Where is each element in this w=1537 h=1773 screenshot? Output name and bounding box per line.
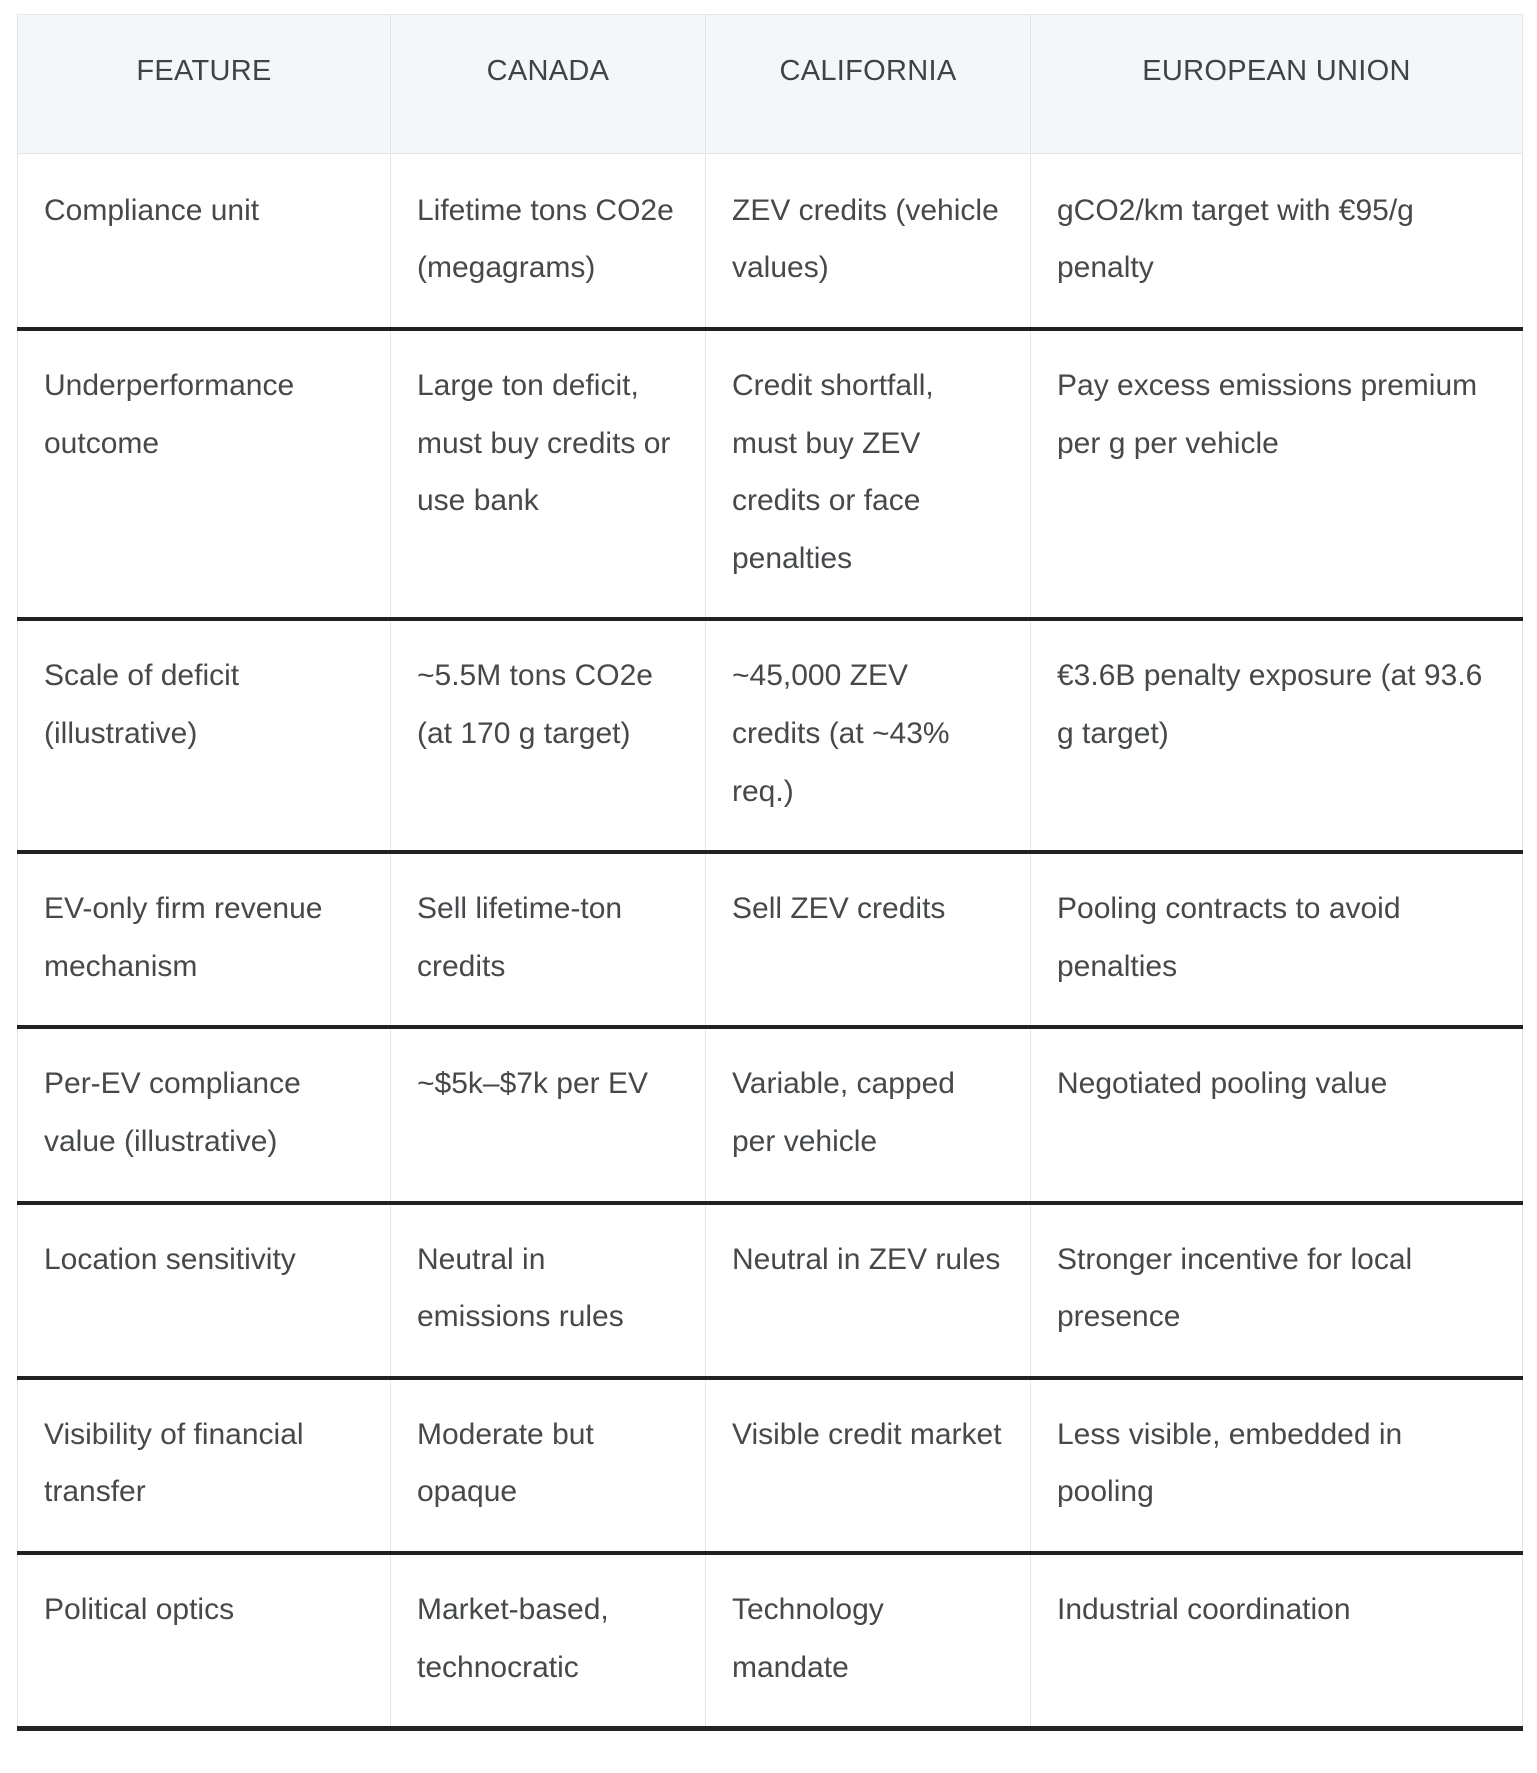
table-cell-california: ~45,000 ZEV credits (at ~43% req.) (705, 617, 1031, 853)
row-header-cell: Scale of deficit (illustrative) (17, 617, 391, 853)
table-cell-california: Credit shortfall, must buy ZEV credits o… (705, 327, 1031, 620)
table-cell-canada: ~5.5M tons CO2e (at 170 g target) (390, 617, 706, 853)
table-cell-california: Sell ZEV credits (705, 850, 1031, 1028)
table-cell-eu: Industrial coordination (1030, 1550, 1523, 1729)
table-cell-california: Visible credit market (705, 1375, 1031, 1553)
table-cell-eu: €3.6B penalty exposure (at 93.6 g target… (1030, 617, 1523, 853)
table-cell-california: Technology mandate (705, 1550, 1031, 1729)
row-header-cell: Visibility of financial transfer (17, 1375, 391, 1553)
table-header: FEATURE CANADA CALIFORNIA EUROPEAN UNION (17, 14, 1523, 154)
table-cell-california: ZEV credits (vehicle values) (705, 153, 1031, 330)
column-header-european-union: EUROPEAN UNION (1030, 14, 1523, 154)
row-header-cell: Per-EV compliance value (illustrative) (17, 1025, 391, 1203)
table-row: Location sensitivity Neutral in emissions… (17, 1200, 1523, 1378)
row-header-cell: EV-only firm revenue mechanism (17, 850, 391, 1028)
comparison-table-container: FEATURE CANADA CALIFORNIA EUROPEAN UNION… (17, 14, 1523, 1732)
column-header-california: CALIFORNIA (705, 14, 1031, 154)
table-cell-california: Neutral in ZEV rules (705, 1200, 1031, 1378)
row-header-cell: Compliance unit (17, 153, 391, 330)
table-body: Compliance unit Lifetime tons CO2e (megag… (17, 153, 1523, 1729)
table-cell-canada: Lifetime tons CO2e (megagrams) (390, 153, 706, 330)
table-row: Scale of deficit (illustrative) ~5.5M ton… (17, 617, 1523, 853)
table-cell-eu: Negotiated pooling value (1030, 1025, 1523, 1203)
row-header-cell: Underperformance outcome (17, 327, 391, 620)
table-cell-eu: Less visible, embedded in pooling (1030, 1375, 1523, 1553)
header-row: FEATURE CANADA CALIFORNIA EUROPEAN UNION (17, 14, 1523, 154)
table-cell-eu: Pay excess emissions premium per g per v… (1030, 327, 1523, 620)
column-header-feature: FEATURE (17, 14, 391, 154)
table-row: EV-only firm revenue mechanism Sell lifet… (17, 850, 1523, 1028)
column-header-canada: CANADA (390, 14, 706, 154)
table-cell-canada: Large ton deficit, must buy credits or u… (390, 327, 706, 620)
table-row: Per-EV compliance value (illustrative) ~$… (17, 1025, 1523, 1203)
regulatory-comparison-table: FEATURE CANADA CALIFORNIA EUROPEAN UNION… (17, 14, 1523, 1732)
row-header-cell: Political optics (17, 1550, 391, 1729)
table-cell-eu: gCO2/km target with €95/g penalty (1030, 153, 1523, 330)
table-cell-canada: Neutral in emissions rules (390, 1200, 706, 1378)
table-cell-california: Variable, capped per vehicle (705, 1025, 1031, 1203)
table-cell-canada: Market-based, technocratic (390, 1550, 706, 1729)
table-cell-eu: Stronger incentive for local presence (1030, 1200, 1523, 1378)
row-header-cell: Location sensitivity (17, 1200, 391, 1378)
table-cell-canada: Moderate but opaque (390, 1375, 706, 1553)
table-cell-canada: Sell lifetime-ton credits (390, 850, 706, 1028)
table-row: Political optics Market-based, technocrat… (17, 1550, 1523, 1729)
table-row: Underperformance outcome Large ton defici… (17, 327, 1523, 620)
table-cell-canada: ~$5k–$7k per EV (390, 1025, 706, 1203)
table-cell-eu: Pooling contracts to avoid penalties (1030, 850, 1523, 1028)
table-row: Compliance unit Lifetime tons CO2e (megag… (17, 153, 1523, 330)
table-row: Visibility of financial transfer Moderate… (17, 1375, 1523, 1553)
